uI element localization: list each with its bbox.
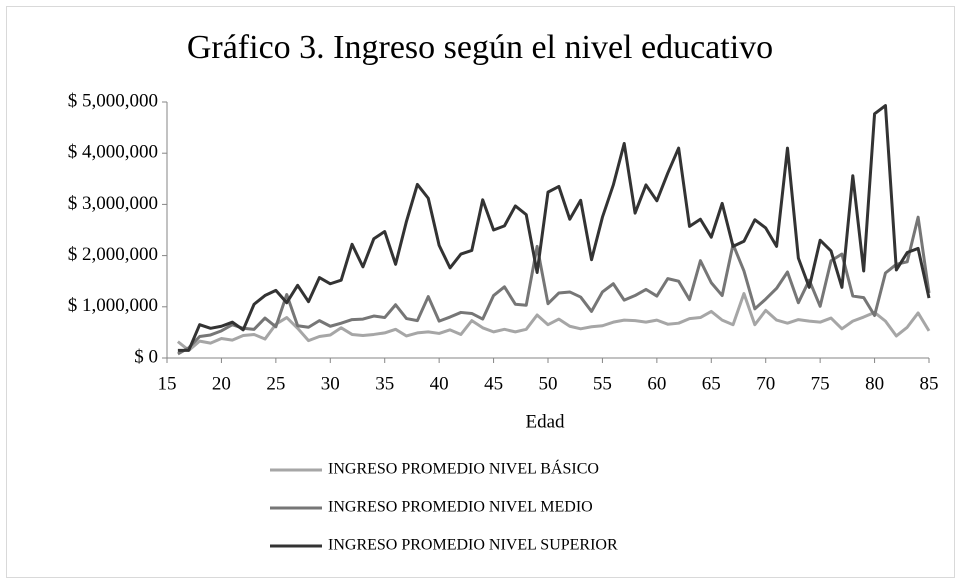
y-tick-label: $ 1,000,000: [68, 295, 158, 316]
x-tick-label: 55: [593, 373, 612, 394]
x-tick-label: 60: [647, 373, 666, 394]
y-tick-label: $ 2,000,000: [68, 244, 158, 265]
x-tick-label: 25: [266, 373, 285, 394]
x-tick-label: 15: [158, 373, 177, 394]
series-line: [177, 215, 931, 356]
x-tick-label: 65: [702, 373, 721, 394]
x-tick-label: 80: [865, 373, 884, 394]
y-tick-label: $ 4,000,000: [68, 142, 158, 163]
x-tick-label: 50: [539, 373, 558, 394]
legend-label: INGRESO PROMEDIO NIVEL SUPERIOR: [328, 537, 618, 554]
x-tick-label: 85: [920, 373, 939, 394]
y-tick-label: $ 5,000,000: [68, 90, 158, 111]
x-axis-label: Edad: [525, 411, 565, 432]
y-tick-label: $ 3,000,000: [68, 193, 158, 214]
legend-label: INGRESO PROMEDIO NIVEL BÁSICO: [328, 459, 599, 478]
series-line: [176, 291, 931, 352]
series-line: [177, 104, 931, 352]
x-tick-label: 70: [756, 373, 775, 394]
chart-title: Gráfico 3. Ingreso según el nivel educat…: [187, 29, 773, 66]
x-tick-label: 30: [321, 373, 340, 394]
x-tick-label: 35: [375, 373, 394, 394]
legend-label: INGRESO PROMEDIO NIVEL MEDIO: [328, 499, 593, 516]
x-tick-label: 40: [430, 373, 449, 394]
x-tick-label: 45: [484, 373, 503, 394]
x-tick-label: 20: [212, 373, 231, 394]
x-tick-label: 75: [811, 373, 830, 394]
y-tick-label: $ 0: [134, 346, 158, 367]
